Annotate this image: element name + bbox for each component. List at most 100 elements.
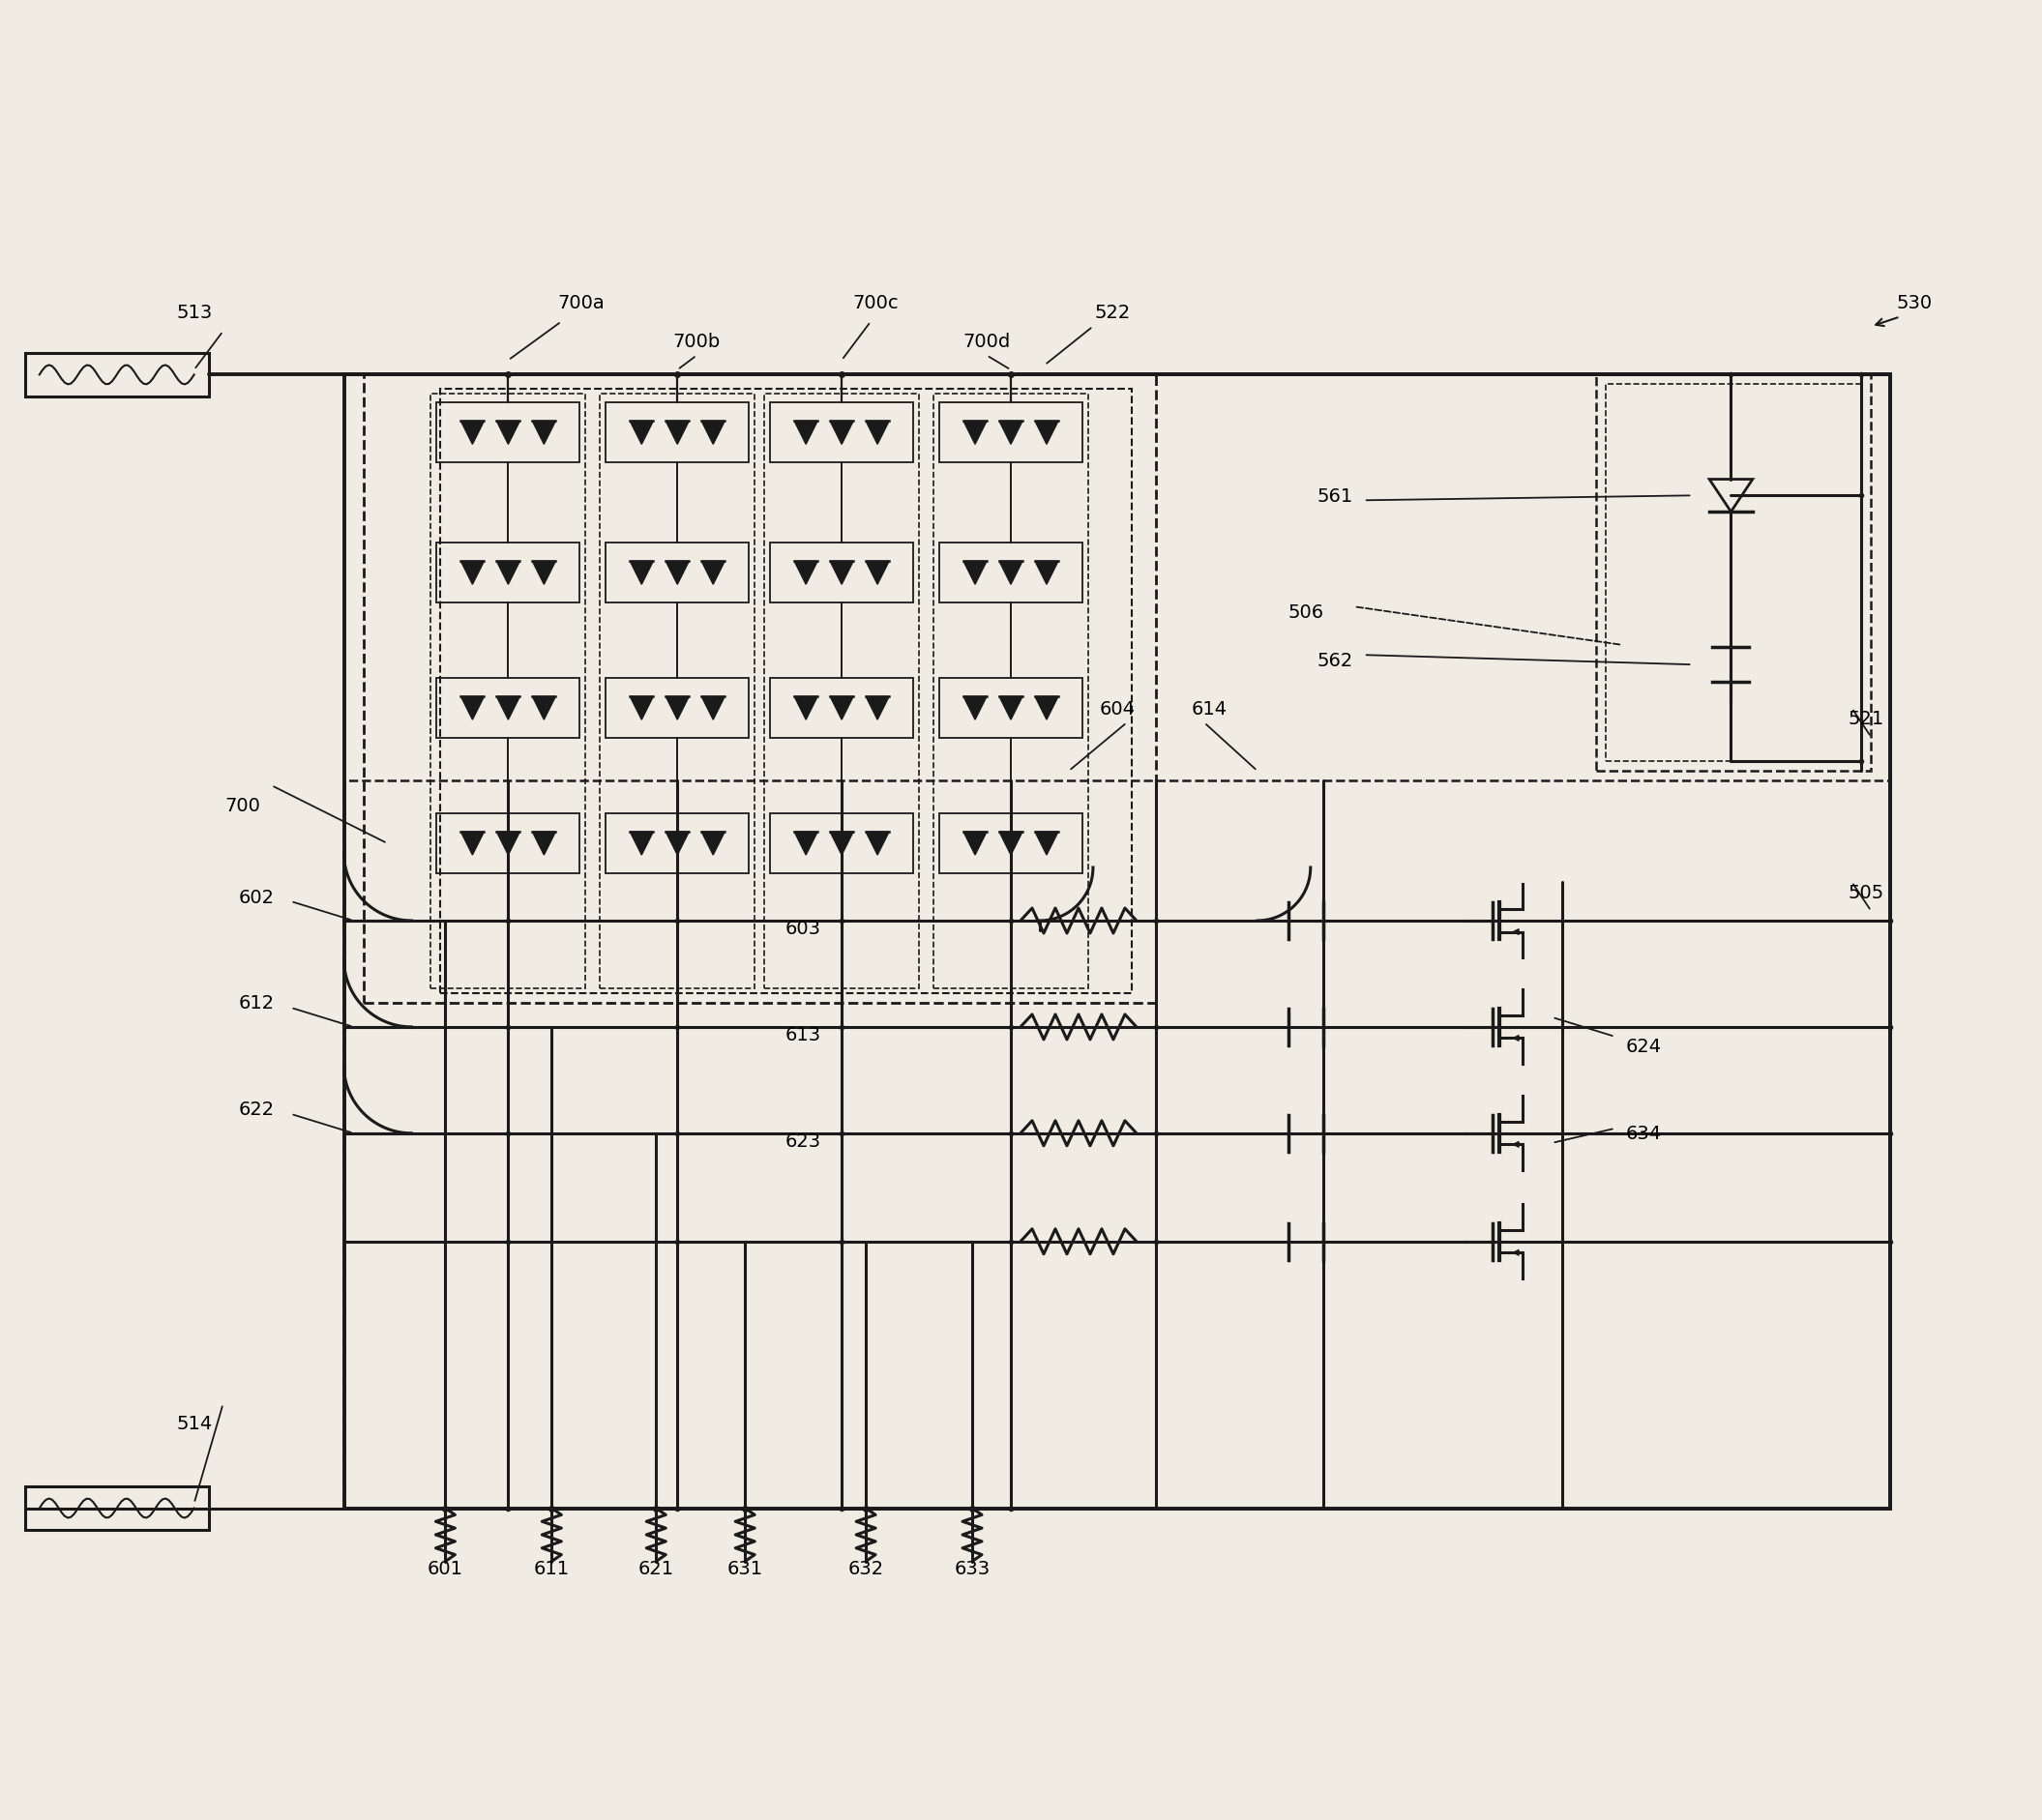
Text: 530: 530 (1897, 293, 1932, 313)
Polygon shape (631, 832, 653, 855)
Bar (437, 814, 580, 874)
Polygon shape (533, 697, 555, 721)
Bar (600, 395, 756, 988)
Polygon shape (964, 697, 986, 721)
Polygon shape (496, 832, 521, 855)
Text: 623: 623 (784, 1132, 821, 1150)
Text: 514: 514 (176, 1414, 212, 1432)
Bar (606, 679, 749, 739)
Bar (1605, 386, 1862, 763)
Polygon shape (533, 562, 555, 584)
Bar (939, 679, 1082, 739)
Text: 700b: 700b (674, 333, 721, 351)
Polygon shape (831, 832, 854, 855)
Polygon shape (831, 562, 854, 584)
Text: 633: 633 (954, 1560, 990, 1578)
Polygon shape (631, 697, 653, 721)
Polygon shape (461, 697, 484, 721)
Bar (437, 544, 580, 604)
Bar (939, 404, 1082, 464)
Bar (343, 781, 1891, 1509)
Polygon shape (496, 697, 521, 721)
Polygon shape (461, 832, 484, 855)
Polygon shape (496, 562, 521, 584)
Bar (25, 1487, 208, 1531)
Polygon shape (533, 832, 555, 855)
Polygon shape (866, 697, 888, 721)
Polygon shape (702, 697, 725, 721)
Bar (770, 814, 913, 874)
Polygon shape (794, 422, 817, 444)
Polygon shape (999, 422, 1023, 444)
Bar (437, 679, 580, 739)
Polygon shape (999, 697, 1023, 721)
Polygon shape (1035, 832, 1058, 855)
Polygon shape (831, 697, 854, 721)
Text: 614: 614 (1190, 699, 1227, 717)
Polygon shape (666, 697, 688, 721)
Polygon shape (666, 562, 688, 584)
Bar (764, 395, 919, 988)
Text: 700d: 700d (964, 333, 1011, 351)
Polygon shape (794, 832, 817, 855)
Text: 613: 613 (784, 1026, 821, 1045)
Bar (431, 395, 586, 988)
Polygon shape (964, 562, 986, 584)
Bar (437, 404, 580, 464)
Polygon shape (631, 562, 653, 584)
Bar (770, 544, 913, 604)
Polygon shape (666, 832, 688, 855)
Text: 621: 621 (639, 1560, 674, 1578)
Text: 700: 700 (225, 795, 259, 814)
Polygon shape (533, 422, 555, 444)
Text: 505: 505 (1848, 883, 1885, 901)
Polygon shape (702, 832, 725, 855)
Bar (25, 353, 208, 397)
Polygon shape (702, 562, 725, 584)
Bar (933, 395, 1088, 988)
Text: 562: 562 (1317, 652, 1352, 670)
Bar (939, 814, 1082, 874)
Text: 612: 612 (239, 994, 276, 1012)
Text: 700a: 700a (557, 293, 604, 313)
Polygon shape (794, 562, 817, 584)
Polygon shape (666, 422, 688, 444)
Bar (939, 544, 1082, 604)
Text: 513: 513 (176, 304, 212, 322)
Text: 561: 561 (1317, 488, 1352, 506)
Polygon shape (794, 697, 817, 721)
Bar (441, 389, 1131, 994)
Polygon shape (461, 422, 484, 444)
Bar (343, 375, 1891, 1509)
Text: 632: 632 (847, 1560, 884, 1578)
Text: 521: 521 (1848, 710, 1885, 728)
Polygon shape (1035, 562, 1058, 584)
Polygon shape (461, 562, 484, 584)
Polygon shape (631, 422, 653, 444)
Bar (770, 404, 913, 464)
Polygon shape (496, 422, 521, 444)
Polygon shape (831, 422, 854, 444)
Text: 700c: 700c (852, 293, 898, 313)
Bar (363, 375, 1156, 1003)
Text: 624: 624 (1625, 1037, 1662, 1056)
Polygon shape (964, 422, 986, 444)
Bar (1595, 375, 1870, 772)
Polygon shape (999, 562, 1023, 584)
Polygon shape (1035, 422, 1058, 444)
Text: 604: 604 (1099, 699, 1135, 717)
Bar (606, 544, 749, 604)
Text: 603: 603 (784, 919, 821, 937)
Text: 506: 506 (1289, 602, 1323, 621)
Text: 522: 522 (1095, 304, 1131, 322)
Text: 631: 631 (727, 1560, 764, 1578)
Bar (606, 404, 749, 464)
Polygon shape (702, 422, 725, 444)
Polygon shape (866, 562, 888, 584)
Text: 601: 601 (427, 1560, 464, 1578)
Text: 611: 611 (533, 1560, 570, 1578)
Text: 622: 622 (239, 1101, 276, 1119)
Polygon shape (866, 422, 888, 444)
Text: 602: 602 (239, 888, 276, 906)
Polygon shape (964, 832, 986, 855)
